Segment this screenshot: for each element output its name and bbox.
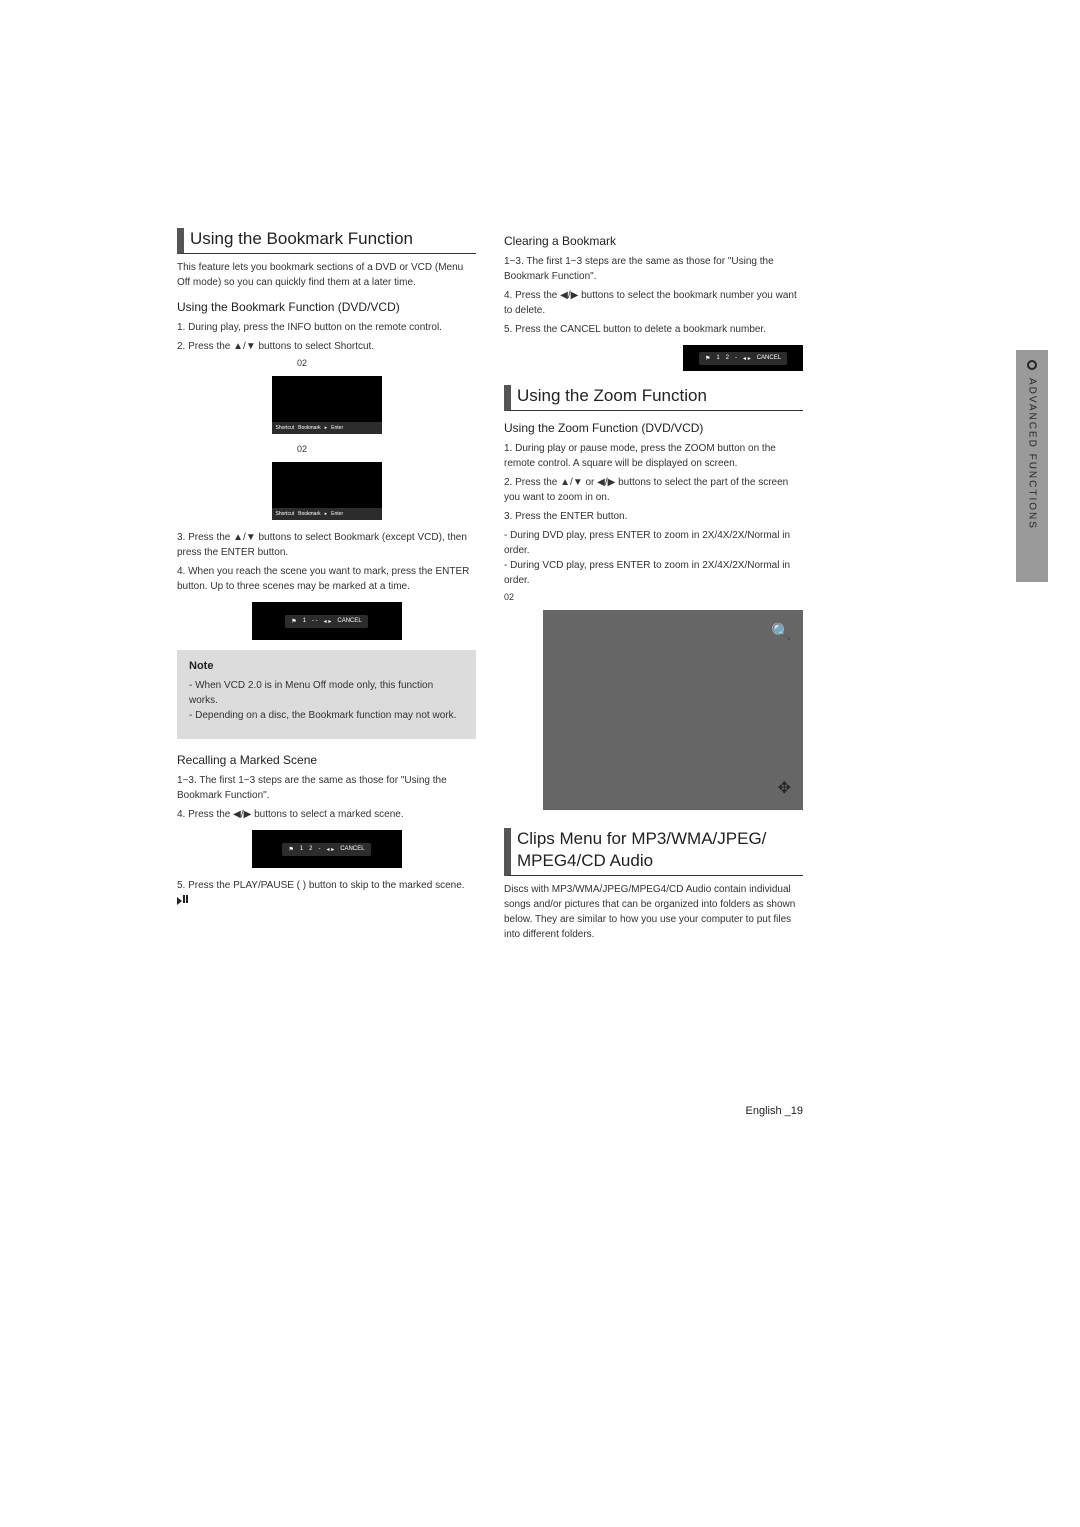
osd-screenshot-recall: ⚑ 1 2 - ◂ ▸ CANCEL <box>252 830 402 868</box>
flag-icon: ⚑ <box>705 355 710 362</box>
two-column-layout: Using the Bookmark Function This feature… <box>177 228 803 948</box>
bookmark-step-1: 1. During play, press the INFO button on… <box>177 320 476 335</box>
subhead-bookmark-dvd: Using the Bookmark Function (DVD/VCD) <box>177 300 476 314</box>
bookmark-step-3: 3. Press the ▲/▼ buttons to select Bookm… <box>177 530 476 560</box>
osd-clear-row: ⚑ 1 2 - ◂ ▸ CANCEL <box>699 352 787 365</box>
chevron-right-icon: ▸ <box>325 511 328 517</box>
note-block: Note - When VCD 2.0 is in Menu Off mode … <box>177 650 476 739</box>
subhead-clearing: Clearing a Bookmark <box>504 234 803 248</box>
osd-screenshot-clear: ⚑ 1 2 - ◂ ▸ CANCEL <box>683 345 803 371</box>
flag-icon: ⚑ <box>288 846 293 853</box>
manual-page: Using the Bookmark Function This feature… <box>177 228 803 948</box>
osd-label-bookmark: Bookmark <box>298 425 321 431</box>
side-tab-advanced-functions: ADVANCED FUNCTIONS <box>1016 350 1048 582</box>
side-tab-label: ADVANCED FUNCTIONS <box>1027 378 1038 530</box>
clear-step-2: 4. Press the ◀/▶ buttons to select the b… <box>504 288 803 318</box>
nav-arrows-icon: ◂ ▸ <box>327 846 335 853</box>
nav-arrows-icon: ◂ ▸ <box>743 355 751 362</box>
note-title: Note <box>189 660 464 672</box>
bookmark-intro: This feature lets you bookmark sections … <box>177 260 476 290</box>
zoom-step-2a: 2. Press the ▲/▼ or ◀/▶ buttons to selec… <box>504 477 691 488</box>
zoom-step-1: 1. During play or pause mode, press the … <box>504 441 803 471</box>
osd-enter-hint: Enter <box>331 425 343 431</box>
play-pause-icon <box>177 893 188 908</box>
osd-enter-hint-2: Enter <box>331 511 343 517</box>
recall-step-3-text: 5. Press the PLAY/PAUSE ( ) button to sk… <box>177 880 465 891</box>
osd-label-bookmark-2: Bookmark <box>298 511 321 517</box>
osd-cancel-hint: CANCEL <box>337 618 361 624</box>
flag-icon: ⚑ <box>291 618 296 625</box>
marker-1: 1 <box>303 618 306 624</box>
osd-recall-row: ⚑ 1 2 - ◂ ▸ CANCEL <box>282 843 370 856</box>
section-title-bookmark: Using the Bookmark Function <box>177 228 476 254</box>
osd-cancel-hint-c: CANCEL <box>757 355 781 361</box>
zoom-illustration: 🔍 ✥ <box>543 610 803 810</box>
step-marker-02b: 02 <box>177 444 476 454</box>
osd-marker-row: ⚑ 1 - - ◂ ▸ CANCEL <box>285 615 367 628</box>
bookmark-step-2: 2. Press the ▲/▼ buttons to select Short… <box>177 339 476 354</box>
zoom-step-3: 3. Press the ENTER button. <box>504 509 803 524</box>
right-column: Clearing a Bookmark 1~3. The first 1~3 s… <box>504 228 803 948</box>
clips-body: Discs with MP3/WMA/JPEG/MPEG4/CD Audio c… <box>504 882 803 942</box>
page-number: English _19 <box>746 1105 804 1117</box>
osd-row-2: Shortcut Bookmark ▸ Enter <box>272 508 382 520</box>
osd-screenshot-shortcut: Shortcut Bookmark ▸ Enter <box>272 376 382 434</box>
osd-label-shortcut-2: Shortcut <box>276 511 295 517</box>
page-footer: English _19 <box>177 1105 803 1117</box>
bullet-icon <box>1027 360 1037 370</box>
osd-screenshot-markers: ⚑ 1 - - ◂ ▸ CANCEL <box>252 602 402 640</box>
magnifier-icon: 🔍 <box>771 622 791 642</box>
subhead-zoom-dvd: Using the Zoom Function (DVD/VCD) <box>504 421 803 435</box>
osd-label-shortcut: Shortcut <box>276 425 295 431</box>
chevron-right-icon: ▸ <box>325 425 328 431</box>
note-body: - When VCD 2.0 is in Menu Off mode only,… <box>189 678 464 723</box>
zoom-step-4: - During DVD play, press ENTER to zoom i… <box>504 528 803 588</box>
subhead-recall: Recalling a Marked Scene <box>177 753 476 767</box>
nav-arrows-icon: ◂ ▸ <box>324 618 332 625</box>
recall-step-1: 1~3. The first 1~3 steps are the same as… <box>177 773 476 803</box>
marker-dash-b: - <box>319 846 321 852</box>
marker-dash: - - <box>312 618 318 624</box>
bookmark-step-4: 4. When you reach the scene you want to … <box>177 564 476 594</box>
step-marker-02: 02 <box>177 358 476 368</box>
osd-screenshot-bookmark: Shortcut Bookmark ▸ Enter <box>272 462 382 520</box>
move-icon: ✥ <box>778 778 791 798</box>
section-title-zoom: Using the Zoom Function <box>504 385 803 411</box>
section-title-clips: Clips Menu for MP3/WMA/JPEG/ MPEG4/CD Au… <box>504 828 803 876</box>
osd-cancel-hint-b: CANCEL <box>340 846 364 852</box>
marker-2: 2 <box>309 846 312 852</box>
clear-step-1: 1~3. The first 1~3 steps are the same as… <box>504 254 803 284</box>
osd-row: Shortcut Bookmark ▸ Enter <box>272 422 382 434</box>
recall-step-3: 5. Press the PLAY/PAUSE ( ) button to sk… <box>177 878 476 908</box>
step-marker-02c: 02 <box>504 592 803 602</box>
marker-1b: 1 <box>300 846 303 852</box>
recall-step-2: 4. Press the ◀/▶ buttons to select a mar… <box>177 807 476 822</box>
left-column: Using the Bookmark Function This feature… <box>177 228 476 948</box>
clear-step-3: 5. Press the CANCEL button to delete a b… <box>504 322 803 337</box>
zoom-step-2: 2. Press the ▲/▼ or ◀/▶ buttons to selec… <box>504 475 803 505</box>
